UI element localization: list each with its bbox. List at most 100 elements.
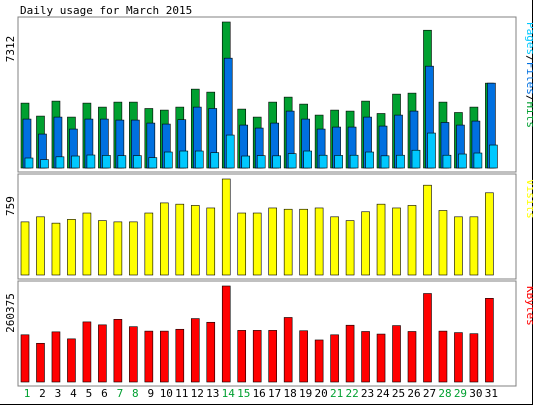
bar-pages-day-3	[55, 156, 65, 169]
bar-visits-day-14	[221, 178, 231, 276]
bar-kbytes-day-14	[221, 285, 231, 383]
bar-pages-day-27	[427, 132, 436, 169]
day-label-21: 21	[330, 387, 343, 400]
bar-pages-day-25	[396, 154, 405, 169]
bar-visits-day-1	[20, 221, 30, 276]
bar-visits-day-24	[376, 203, 386, 276]
day-label-29: 29	[454, 387, 467, 400]
bar-visits-day-17	[268, 207, 277, 276]
bar-visits-day-20	[314, 207, 324, 276]
bar-pages-day-6	[102, 155, 111, 169]
bar-kbytes-day-15	[237, 330, 247, 383]
bar-kbytes-day-27	[423, 293, 432, 383]
y-max-label-2: 759	[4, 196, 17, 216]
bar-pages-day-5	[86, 154, 96, 169]
bar-visits-day-29	[454, 216, 463, 276]
day-label-18: 18	[284, 387, 297, 400]
day-label-28: 28	[438, 387, 451, 400]
bar-kbytes-day-21	[330, 334, 339, 383]
bar-visits-day-16	[252, 212, 262, 276]
bar-visits-day-30	[469, 216, 479, 276]
day-label-19: 19	[299, 387, 312, 400]
day-label-14: 14	[222, 387, 236, 400]
legend-entry-hits: Hits	[524, 102, 533, 129]
bar-pages-day-9	[148, 157, 158, 169]
bar-visits-day-9	[144, 212, 154, 276]
bar-kbytes-day-7	[113, 319, 123, 383]
bar-kbytes-day-3	[51, 331, 61, 383]
bar-pages-day-17	[272, 155, 281, 169]
day-label-25: 25	[392, 387, 405, 400]
day-label-16: 16	[253, 387, 266, 400]
day-label-15: 15	[237, 387, 250, 400]
bar-kbytes-day-17	[268, 330, 277, 383]
bar-visits-day-27	[423, 184, 432, 276]
legend-1: Pages/Files/Hits	[524, 22, 533, 128]
bar-visits-day-6	[98, 220, 107, 276]
bar-pages-day-14	[225, 134, 235, 169]
bar-pages-day-29	[458, 153, 467, 169]
bar-kbytes-day-18	[283, 317, 293, 383]
bar-pages-day-12	[194, 150, 204, 169]
day-label-31: 31	[485, 387, 498, 400]
bar-pages-day-21	[334, 155, 343, 169]
day-label-13: 13	[206, 387, 219, 400]
bar-pages-day-15	[241, 155, 251, 169]
bar-visits-day-18	[283, 208, 293, 276]
bar-kbytes-day-1	[20, 334, 30, 383]
day-label-2: 2	[39, 387, 46, 400]
bar-kbytes-day-25	[392, 325, 401, 383]
bar-kbytes-day-6	[98, 324, 107, 383]
bar-kbytes-day-10	[160, 330, 169, 383]
bar-visits-day-3	[51, 222, 61, 276]
bar-visits-day-23	[361, 211, 370, 276]
legend-entry-pages: Pages	[524, 22, 533, 55]
bar-kbytes-day-2	[36, 342, 45, 383]
day-label-24: 24	[376, 387, 390, 400]
day-label-10: 10	[160, 387, 173, 400]
bar-visits-day-13	[206, 207, 216, 276]
chart-title: Daily usage for March 2015	[20, 4, 192, 17]
bar-pages-day-20	[318, 154, 328, 169]
bar-visits-day-21	[330, 216, 339, 276]
bar-pages-day-1	[24, 157, 34, 169]
day-label-23: 23	[361, 387, 374, 400]
day-label-3: 3	[55, 387, 62, 400]
bar-kbytes-day-30	[469, 333, 479, 383]
bar-kbytes-day-26	[407, 331, 417, 383]
bar-kbytes-day-31	[485, 298, 494, 383]
day-label-22: 22	[345, 387, 358, 400]
bar-pages-day-10	[164, 151, 173, 169]
bar-pages-day-30	[473, 152, 483, 169]
bar-visits-day-11	[175, 203, 185, 276]
bar-kbytes-day-20	[314, 339, 324, 383]
bar-kbytes-day-24	[376, 333, 386, 383]
bar-kbytes-day-28	[438, 330, 448, 383]
bar-pages-day-16	[256, 155, 266, 169]
bar-kbytes-day-5	[82, 321, 92, 383]
bar-visits-day-19	[299, 208, 308, 276]
day-label-11: 11	[175, 387, 188, 400]
bar-kbytes-day-9	[144, 330, 154, 383]
bar-kbytes-day-13	[206, 321, 216, 383]
bar-visits-day-4	[67, 219, 76, 276]
bar-pages-day-28	[442, 154, 452, 169]
day-label-8: 8	[132, 387, 139, 400]
bar-pages-day-8	[133, 155, 142, 169]
bar-pages-day-19	[303, 150, 312, 169]
day-label-26: 26	[407, 387, 420, 400]
bar-kbytes-day-4	[67, 338, 76, 383]
y-max-label-1: 7312	[4, 36, 17, 63]
bar-kbytes-day-22	[345, 324, 355, 383]
bar-pages-day-7	[117, 155, 127, 169]
bar-visits-day-26	[407, 205, 417, 276]
bar-pages-day-2	[40, 159, 49, 169]
day-label-6: 6	[101, 387, 108, 400]
bar-pages-day-18	[287, 153, 297, 169]
bar-visits-day-10	[160, 202, 169, 276]
day-label-20: 20	[314, 387, 327, 400]
legend-separator: /	[524, 55, 533, 62]
bar-kbytes-day-29	[454, 332, 463, 383]
bar-pages-day-24	[380, 155, 390, 169]
